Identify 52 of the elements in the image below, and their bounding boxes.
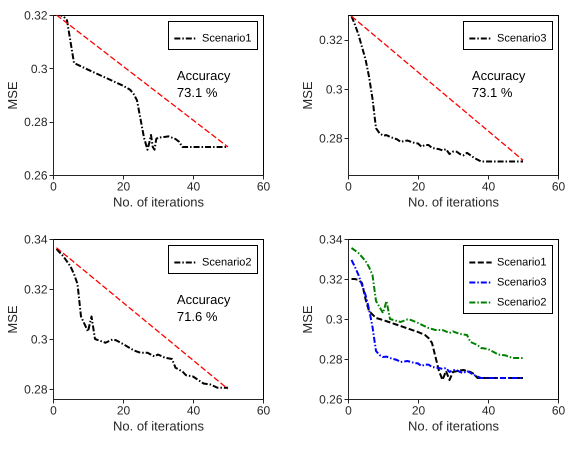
y-tick-label: 0.3 [326,312,343,326]
y-axis-title: MSE [300,305,316,334]
x-tick-label: 0 [345,404,352,418]
y-tick-label: 0.28 [319,352,343,366]
legend-label: Scenario1 [497,256,547,268]
x-tick-label: 60 [256,180,270,194]
legend-label: Scenario2 [497,296,547,308]
legend-label: Scenario2 [202,256,252,268]
y-tick-label: 0.3 [326,82,343,96]
x-tick-label: 40 [482,404,496,418]
x-tick-label: 0 [50,404,58,418]
y-tick-label: 0.3 [30,332,48,346]
x-tick-label: 40 [186,180,200,194]
y-tick-label: 0.34 [24,232,48,246]
x-tick-label: 0 [345,180,352,194]
annotation: 71.6 % [176,308,218,324]
x-tick-label: 60 [552,404,566,418]
x-tick-label: 40 [186,404,200,418]
legend-label: Scenario3 [497,276,547,288]
y-tick-label: 0.34 [319,232,343,246]
y-tick-label: 0.26 [319,392,343,406]
x-tick-label: 20 [116,404,130,418]
y-tick-label: 0.32 [24,282,48,296]
x-axis-title: No. of iterations [408,194,500,210]
x-tick-label: 20 [412,404,426,418]
x-tick-label: 60 [256,404,270,418]
annotation: Accuracy [176,68,231,83]
x-axis-title: No. of iterations [112,194,205,210]
legend-label: Scenario3 [497,32,547,44]
y-tick-label: 0.28 [319,132,343,146]
legend-label: Scenario1 [202,32,252,44]
y-tick-label: 0.28 [24,382,48,396]
x-axis-title: No. of iterations [112,418,205,434]
y-tick-label: 0.3 [30,62,48,76]
y-axis-title: MSE [300,81,316,110]
annotation: Accuracy [176,292,231,307]
y-axis-title: MSE [5,305,20,334]
y-tick-label: 0.32 [319,272,343,286]
y-tick-label: 0.32 [24,8,48,22]
y-tick-label: 0.32 [319,33,343,48]
y-axis-title: MSE [5,81,20,110]
annotation: Accuracy [472,68,526,83]
x-tick-label: 60 [552,180,566,194]
annotation: 73.1 % [472,84,513,100]
x-axis-title: No. of iterations [408,418,500,434]
x-tick-label: 20 [116,180,130,194]
x-tick-label: 40 [482,180,496,194]
y-tick-label: 0.26 [24,168,48,182]
x-tick-label: 20 [412,180,426,194]
annotation: 73.1 % [176,84,218,100]
x-tick-label: 0 [50,180,58,194]
y-tick-label: 0.28 [24,115,48,130]
